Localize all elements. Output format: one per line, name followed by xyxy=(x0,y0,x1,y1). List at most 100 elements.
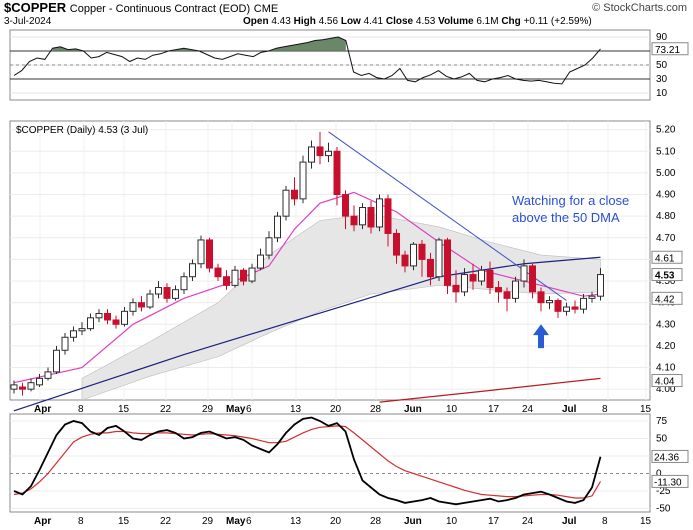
ma50-line xyxy=(13,256,601,412)
candle-body xyxy=(427,258,434,278)
price-label: 4.04 xyxy=(655,377,675,388)
candle-body xyxy=(486,269,494,289)
rsi-overbought-fill xyxy=(268,37,346,51)
candle-body xyxy=(206,239,213,269)
candle-body xyxy=(87,317,94,330)
candle-body xyxy=(214,267,222,278)
candle-body xyxy=(172,289,179,299)
rsi-current-label: 73.21 xyxy=(655,45,680,56)
ppo-xtick-label: 15 xyxy=(640,516,652,527)
candle-body xyxy=(469,274,477,282)
price-xtick-label: 6 xyxy=(246,404,252,415)
candle-body xyxy=(316,146,324,157)
candle-body xyxy=(520,265,528,282)
candle-body xyxy=(61,336,69,351)
price-tick-label: 4.90 xyxy=(656,190,676,201)
price-tick-label: 4.20 xyxy=(656,341,676,352)
candle-body xyxy=(325,150,332,157)
candle-body xyxy=(512,280,519,299)
rsi-overbought-fill xyxy=(52,46,84,51)
price-tick-label: 4.70 xyxy=(656,233,676,244)
candle-body xyxy=(19,386,26,390)
candle-body xyxy=(274,215,281,239)
ppo-xtick-label: 28 xyxy=(370,516,382,527)
candle-body xyxy=(163,287,171,299)
price-xtick-label: 20 xyxy=(330,404,342,415)
price-xtick-label: 13 xyxy=(290,404,302,415)
ppo-xtick-label: 17 xyxy=(488,516,500,527)
price-xtick-label: Jul xyxy=(562,404,577,415)
candle-body xyxy=(359,207,366,226)
chart-title: $COPPER Copper - Continuous Contract (EO… xyxy=(4,0,278,15)
ppo-xtick-label: 20 xyxy=(330,516,342,527)
price-tick-label: 5.20 xyxy=(656,125,676,136)
price-xtick-label: 29 xyxy=(202,404,214,415)
ppo-xtick-label: 6 xyxy=(246,516,252,527)
candle-body xyxy=(503,291,511,299)
price-tick-label: 4.50 xyxy=(656,276,676,287)
candle-body xyxy=(452,284,460,293)
candle-body xyxy=(53,349,60,373)
candle-body xyxy=(10,384,18,390)
price-xtick-label: Apr xyxy=(34,404,51,415)
price-xtick-label: 17 xyxy=(488,404,500,415)
price-xtick-label: 10 xyxy=(446,404,458,415)
rsi-line xyxy=(13,36,601,85)
rsi-tick-label: 10 xyxy=(656,88,668,99)
annotation-text: Watching for a close above the 50 DMA xyxy=(512,193,630,225)
candle-body xyxy=(265,237,273,256)
candle-body xyxy=(95,312,103,319)
price-xtick-label: 15 xyxy=(640,404,652,415)
price-xtick-label: 28 xyxy=(370,404,382,415)
price-xtick-label: Jun xyxy=(404,404,422,415)
ppo-xtick-label: 24 xyxy=(522,516,534,527)
price-xtick-label: 8 xyxy=(78,404,84,415)
ppo-xtick-label: Jun xyxy=(404,516,422,527)
ppo-label-badge xyxy=(651,474,689,488)
candle-body xyxy=(478,269,485,282)
candle-body xyxy=(155,287,162,295)
panel-frame-3 xyxy=(9,413,651,513)
candle-body xyxy=(418,243,426,260)
ppo-tick-label: 0 xyxy=(656,469,662,480)
candle-body xyxy=(529,265,536,293)
candle-body xyxy=(580,297,587,310)
price-tick-label: 5.00 xyxy=(656,168,676,179)
price-label-badge xyxy=(651,268,683,282)
candle-body xyxy=(291,189,298,200)
price-label-badge xyxy=(651,291,683,305)
price-xtick-label: 15 xyxy=(118,404,130,415)
candle-body xyxy=(282,189,290,217)
candle-body xyxy=(180,276,188,291)
price-tick-label: 5.10 xyxy=(656,146,676,157)
price-xtick-label: 8 xyxy=(602,404,608,415)
rsi-overbought-fill xyxy=(168,48,200,51)
price-tick-label: 4.10 xyxy=(656,363,676,374)
candle-body xyxy=(461,274,468,293)
candle-body xyxy=(554,300,562,312)
candle-body xyxy=(571,306,579,310)
candle-body xyxy=(495,287,502,293)
price-label-badge xyxy=(651,374,683,388)
candle-body xyxy=(342,194,349,217)
price-xtick-label: 24 xyxy=(522,404,534,415)
ppo-xtick-label: 29 xyxy=(202,516,214,527)
candle-body xyxy=(367,207,375,228)
up-arrow-icon xyxy=(533,324,549,349)
candle-body xyxy=(597,274,604,297)
rsi-current-badge xyxy=(651,42,689,56)
candle-body xyxy=(563,306,570,312)
symbol: $COPPER xyxy=(4,0,67,15)
price-tick-label: 4.00 xyxy=(656,384,676,395)
price-panel-title: $COPPER (Daily) 4.53 (3 Jul) xyxy=(16,125,148,136)
ppo-xtick-label: 10 xyxy=(446,516,458,527)
candle-body xyxy=(78,328,86,332)
ppo-line xyxy=(13,416,602,506)
rsi-tick-label: 50 xyxy=(656,60,668,71)
ppo-xtick-label: 8 xyxy=(78,516,84,527)
candle-body xyxy=(197,239,205,265)
ppo-xtick-label: May xyxy=(226,516,246,527)
candle-body xyxy=(231,269,239,286)
candle-body xyxy=(36,377,43,386)
